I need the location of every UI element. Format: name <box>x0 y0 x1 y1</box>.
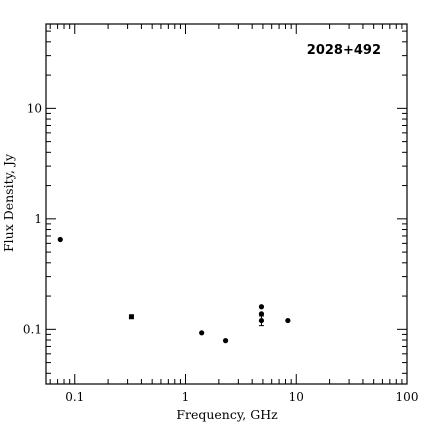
data-point <box>222 338 229 344</box>
data-point-square <box>128 314 134 320</box>
x-axis-label: Frequency, GHz <box>176 407 278 422</box>
data-point <box>57 236 63 243</box>
y-tick-label: 1 <box>34 212 42 226</box>
data-points <box>57 236 291 344</box>
y-tick-label: 10 <box>27 101 42 115</box>
x-tick-label: 0.1 <box>65 390 84 404</box>
y-tick-label: 0.1 <box>23 322 42 336</box>
data-point <box>258 311 265 317</box>
data-point <box>199 330 205 336</box>
y-axis-label: Flux Density, Jy <box>1 153 16 252</box>
tick-labels: 0.1 1 10 100 0.1 1 10 <box>23 101 419 404</box>
x-tick-label: 10 <box>289 390 304 404</box>
axis-ticks <box>46 24 408 384</box>
data-point <box>258 317 265 324</box>
chart-title: 2028+492 <box>307 43 381 58</box>
data-point <box>258 304 265 310</box>
plot-frame <box>45 23 408 385</box>
x-tick-label: 100 <box>396 390 419 404</box>
data-point <box>285 317 291 324</box>
x-tick-label: 1 <box>182 390 190 404</box>
